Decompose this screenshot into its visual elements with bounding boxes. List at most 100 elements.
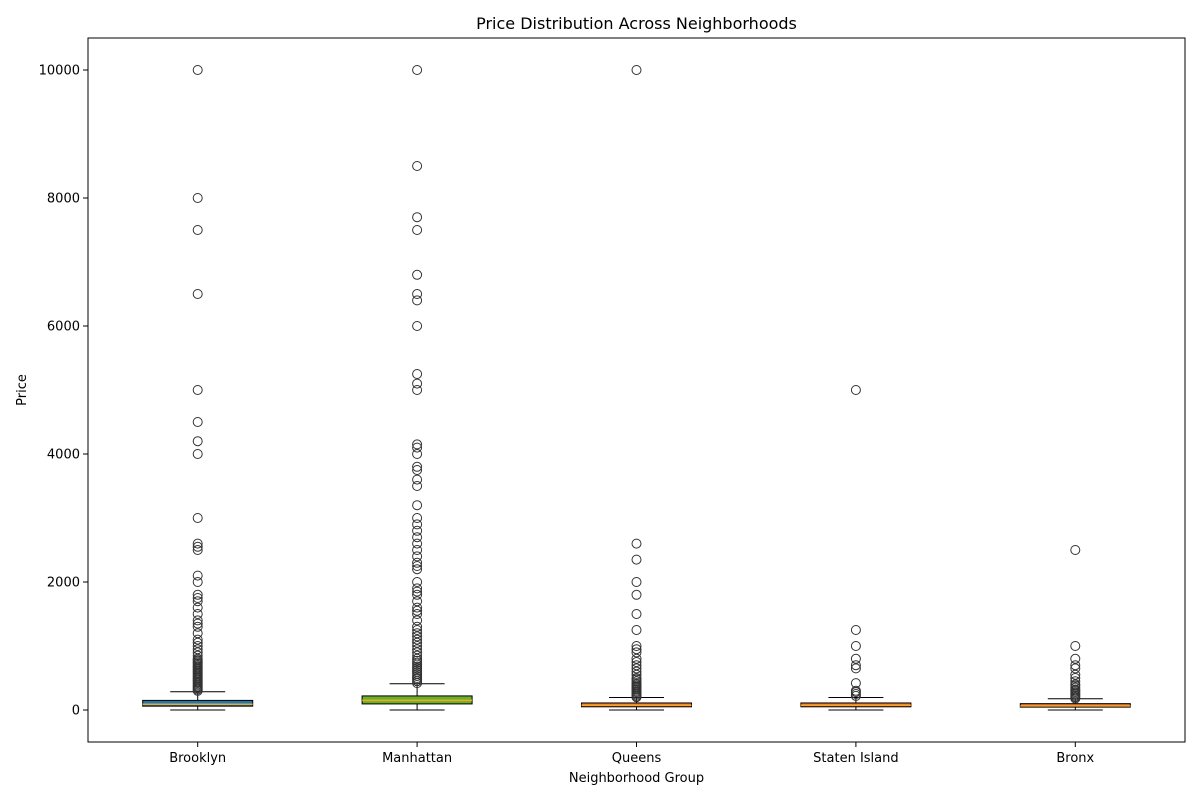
outlier-point [192,289,203,299]
outlier-point [192,634,203,645]
outlier-point [631,609,642,619]
outlier-point [412,653,423,664]
outlier-point [192,641,203,651]
y-tick-label: 0 [72,704,80,719]
outlier-point [192,513,203,523]
outlier-point [412,289,423,299]
outlier-point [1070,545,1081,555]
outlier-point [412,269,423,280]
outlier-point [412,625,423,635]
outlier-point [192,545,203,555]
outlier-point [412,631,423,642]
outlier-point [192,541,203,552]
outlier-point [412,644,423,655]
outlier-point [192,644,203,655]
outlier-point [1070,641,1081,651]
outlier-point [412,378,423,389]
outlier-point [412,369,423,379]
outlier-point [412,439,423,450]
outlier-point [412,465,423,475]
outlier-point [412,212,423,223]
outlier-point [412,615,423,626]
outlier-point [412,586,423,597]
outliers-staten-island [850,385,861,701]
outlier-point [631,577,642,587]
outlier-point [412,225,423,235]
box-bronx [1019,545,1131,711]
outlier-point [412,449,423,459]
plot-frame [87,37,1186,743]
x-tick-label: Manhattan [382,751,452,766]
outliers-bronx [1070,545,1081,704]
outlier-point [412,295,423,306]
y-tick-label: 2000 [47,576,80,591]
outlier-point [412,589,423,600]
outlier-point [850,653,861,664]
outlier-point [631,554,642,565]
x-tick-label: Bronx [1056,751,1094,766]
x-tick-label: Staten Island [813,751,898,766]
outlier-point [192,65,203,75]
outlier-point [412,474,423,485]
outlier-point [850,678,861,689]
outlier-point [631,673,642,683]
plot-area [142,65,1131,711]
outlier-point [192,385,203,395]
outlier-point [192,653,203,664]
outlier-point [1070,676,1081,687]
outlier-point [412,525,423,536]
outlier-point [850,685,861,696]
outlier-point [412,461,423,472]
outlier-point [412,605,423,616]
outlier-point [412,609,423,619]
outlier-point [192,225,203,235]
outlier-point [1070,679,1081,690]
outlier-point [412,557,423,568]
outlier-point [1070,673,1081,683]
outlier-point [850,625,861,635]
outlier-point [192,637,203,648]
outlier-point [850,660,861,671]
x-axis-title: Neighborhood Group [569,771,704,786]
outlier-point [412,551,423,562]
box-staten-island [800,385,912,711]
outlier-point [192,449,203,459]
outlier-point [631,666,642,677]
outlier-point [192,618,203,629]
outlier-point [412,519,423,530]
outlier-point [192,602,203,613]
outlier-point [412,641,423,651]
outlier-point [412,583,423,594]
box-brooklyn [142,65,254,711]
outlier-point [412,647,423,658]
x-axis: Brooklyn Manhattan Queens Staten Island Bron… [169,742,1095,766]
y-axis-title: Price [15,374,30,406]
outlier-point [412,637,423,648]
outlier-point [631,653,642,664]
outlier-point [631,65,642,75]
outlier-point [412,500,423,511]
outlier-point [412,532,423,543]
outlier-point [192,193,203,203]
outlier-point [412,596,423,607]
outlier-point [412,442,423,453]
outlier-point [412,577,423,587]
outlier-point [1070,669,1081,680]
outlier-point [850,663,861,674]
outlier-point [412,564,423,575]
y-tick-label: 8000 [47,192,80,207]
outlier-point [412,65,423,75]
chart-title: Price Distribution Across Neighborhoods [476,14,797,33]
box-body-brooklyn [142,699,254,707]
outlier-point [1070,663,1081,674]
outlier-point [192,570,203,581]
y-axis: 0 2000 4000 6000 8000 10000 [39,64,88,719]
x-tick-label: Brooklyn [169,751,226,766]
outlier-point [192,577,203,587]
box-manhattan [361,65,473,711]
outlier-point [412,561,423,571]
outliers-brooklyn [192,65,203,696]
y-tick-label: 6000 [47,320,80,335]
y-tick-label: 10000 [39,64,80,79]
